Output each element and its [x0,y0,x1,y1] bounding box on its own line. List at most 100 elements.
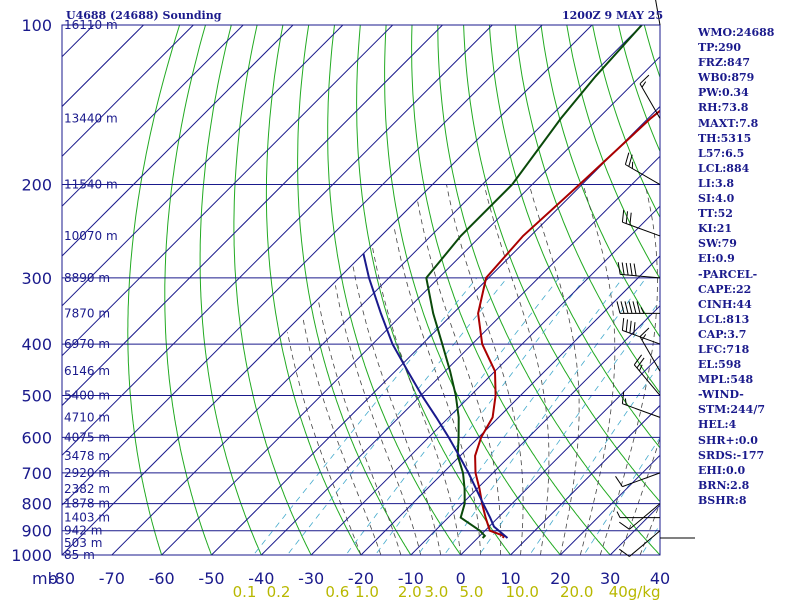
height-label: 942 m [64,524,102,538]
wind-barb-staff [620,273,661,279]
height-label: 7870 m [64,306,110,320]
wind-barb-flag [621,391,625,404]
wind-barb-flag [638,364,643,372]
isotherm-line [62,25,394,357]
pressure-tick-label: 100 [21,16,52,35]
mixing-ratio-label: 0.6 [325,583,349,600]
wind-barb-flag [620,301,625,314]
pressure-tick-label: 800 [21,495,52,514]
wind-barb-staff [629,503,661,530]
sounding-traces [362,25,660,539]
wind-barb-flag [640,307,645,314]
mixing-ratio-label: 40g/kg [609,583,661,600]
index-item: SRDS:-177 [698,448,765,462]
wind-barb-flag [632,301,637,314]
wind-barb-flag [633,263,637,276]
isotherm-line [310,205,660,555]
wind-barb [621,318,661,345]
temperature-tick-label: -10 [398,569,424,588]
mixing-ratio-label: 0.2 [267,583,291,600]
wind-barb-flag [629,320,632,334]
isotherm-line [260,155,660,555]
index-item: WMO:24688 [698,26,775,39]
wind-barb [624,152,661,185]
wind-barb [615,472,661,488]
mixing-ratio-label: 3.0 [424,583,448,600]
index-item: LCL:884 [698,161,750,175]
wind-barb-flag [628,154,633,167]
isotherm-line [111,25,643,555]
index-item: TP:290 [698,41,742,55]
skewed-isotherms [62,25,660,555]
index-item: -PARCEL- [698,267,758,281]
mixing-ratio-line [443,277,647,555]
wind-barb-flag [615,476,623,487]
wind-barb-flag [624,398,627,406]
isotherm-line [62,25,543,506]
index-item: TH:5315 [698,131,752,145]
wind-barb-staff [622,403,661,418]
index-item: LFC:718 [698,342,750,356]
dry-adiabat-line [540,25,660,338]
wind-barb [617,262,661,279]
moist-adiabat-line [317,299,402,555]
index-item: -WIND- [698,388,744,402]
plot-frame [61,24,661,556]
mixing-ratio-line [640,523,660,555]
isotherm-line [62,25,344,307]
index-item: EHI:0.0 [698,463,746,477]
pressure-tick-label: 300 [21,269,52,288]
temperature-tick-label: -50 [198,569,224,588]
isotherm-line [62,25,593,555]
moist-adiabat-line [352,266,442,555]
dry-adiabat-line [463,25,660,503]
index-item: WB0:879 [698,71,755,85]
index-item: CAPE:22 [698,282,752,296]
wind-barb-flag [616,301,621,314]
isotherm-line [62,25,244,207]
height-label: 4075 m [64,430,110,444]
wind-barb-flag [636,357,645,369]
sounding-title: U4688 (24688) Sounding [66,9,222,22]
wind-barb-flag [621,209,625,223]
wind-barb [616,301,661,314]
index-item: L57:6.5 [698,146,745,160]
index-item: SW:79 [698,237,737,251]
sounding-time: 1200Z 9 MAY 25 [562,9,664,22]
dry-adiabat-line [127,25,181,555]
index-item: PW:0.34 [698,86,749,100]
mixing-ratio-line [286,277,508,555]
height-label: 85 m [64,548,95,562]
moist-adiabat-line [417,201,502,555]
wind-barb [621,209,661,237]
mixing-ratio-line [529,363,660,555]
wind-barb-staff [639,336,661,372]
wind-barb [616,511,661,519]
wind-barb-flag [629,263,633,276]
temperature-tick-label: 40 [650,569,670,588]
wind-barb [619,530,661,557]
pressure-tick-label: 700 [21,464,52,483]
moist-adiabat-line [619,437,660,555]
mixing-ratio-lines [252,277,660,555]
mixing-ratio-line [374,277,586,555]
height-label: 13440 m [64,111,118,125]
index-item: CINH:44 [698,297,752,311]
isotherm-line [62,25,443,407]
index-item: TT:52 [698,207,733,221]
wind-barb [621,391,661,418]
dry-adiabat-line [327,25,462,555]
temperature-tick-label: -60 [149,569,175,588]
wind-barb [639,327,661,372]
index-item: FRZ:847 [698,56,751,70]
wind-barb [619,503,661,530]
wind-barb-flag [616,511,621,518]
wind-barb-staff [655,0,661,26]
pressure-unit-label: mb [32,569,58,588]
stability-indices-list: WMO:24688 TP:290 FRZ:847 WB0:879 PW:0.34 RH:7… [698,25,774,508]
mixing-ratio-line [345,277,560,555]
index-item: BRN:2.8 [698,478,750,492]
isotherm-line [509,404,660,555]
wind-barb-flag [629,212,632,226]
